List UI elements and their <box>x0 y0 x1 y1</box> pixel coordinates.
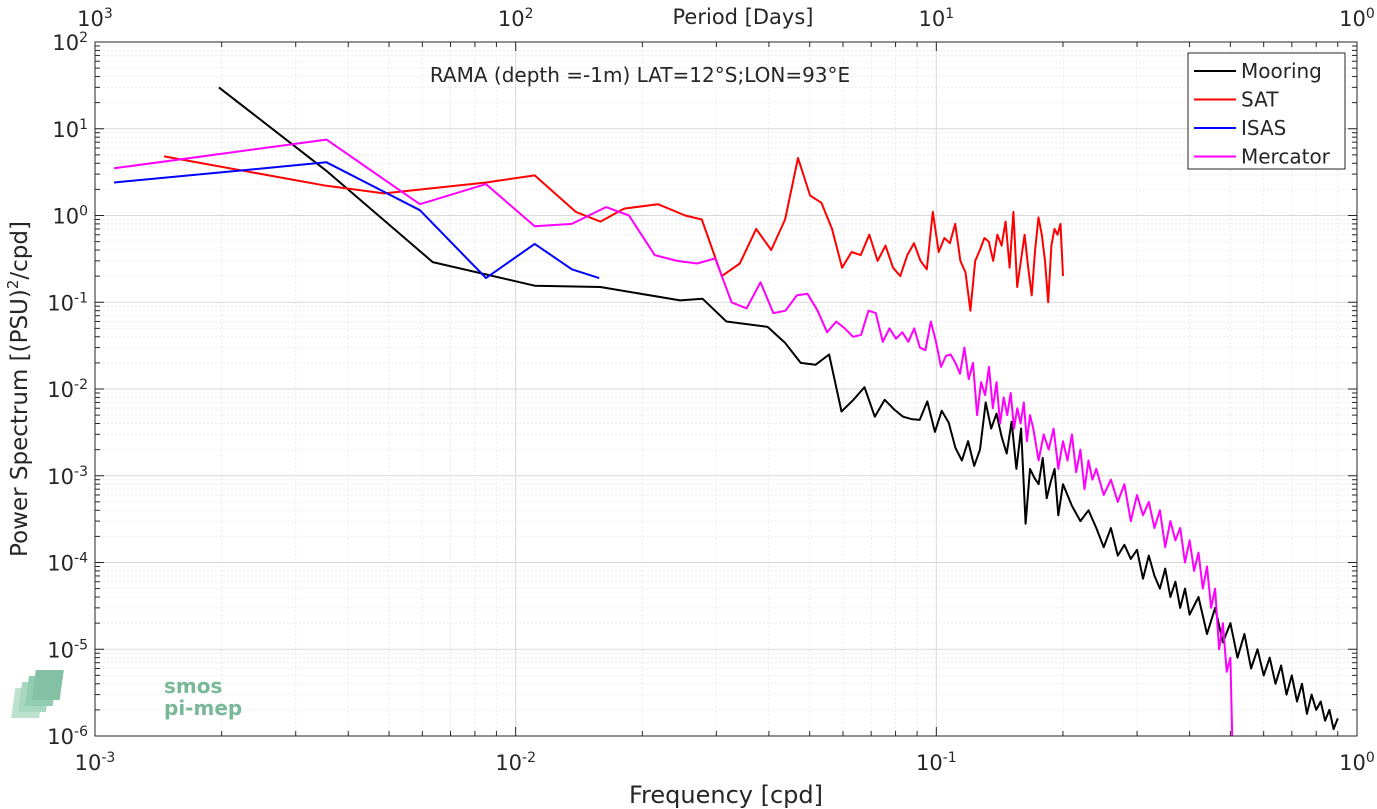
y-tick-label-base: 10 <box>52 118 79 142</box>
x-tick-label-exponent: -3 <box>101 750 115 766</box>
series-line-mercator <box>113 138 1234 737</box>
smos-pi-mep-logo: smos pi-mep <box>11 670 242 720</box>
y-tick-label-base: 10 <box>47 638 74 662</box>
y-axis-label: Power Spectrum [(PSU)2/cpd] <box>4 221 33 557</box>
y-tick-label: 10-6 <box>47 724 88 749</box>
chart-title: RAMA (depth =-1m) LAT=12°S;LON=93°E <box>430 63 850 87</box>
y-tick-label: 101 <box>52 117 88 142</box>
x-tick-label-exponent: -1 <box>943 750 957 766</box>
y-tick-label-exponent: 0 <box>79 204 88 220</box>
x-tick-label-exponent: 0 <box>1366 750 1375 766</box>
logo-stack-icon <box>11 670 64 718</box>
y-tick-label: 10-3 <box>47 464 88 489</box>
y-tick-label-base: 10 <box>52 205 79 229</box>
top-tick-label: 103 <box>77 6 113 31</box>
series-line-isas <box>114 161 600 280</box>
y-axis-label-superscript: 2 <box>4 280 22 290</box>
top-tick-label-exponent: 3 <box>104 6 113 22</box>
logo-text-smos: smos <box>164 674 222 698</box>
y-tick-label: 10-1 <box>47 290 88 315</box>
top-tick-label-base: 10 <box>919 7 946 31</box>
top-tick-label-exponent: 2 <box>525 6 534 22</box>
x-tick-label-base: 10 <box>916 751 943 775</box>
legend: Mooring SAT ISAS Mercator <box>1187 52 1346 170</box>
top-tick-label: 101 <box>919 6 955 31</box>
series-layer <box>113 86 1339 737</box>
y-tick-label-exponent: 1 <box>79 117 88 133</box>
x-tick-label: 100 <box>1339 750 1375 775</box>
axes-box <box>94 41 1358 737</box>
y-tick-label-exponent: -2 <box>74 377 88 393</box>
x-tick-label-base: 10 <box>1339 751 1366 775</box>
x-tick-label: 10-2 <box>495 750 536 775</box>
y-tick-label-base: 10 <box>47 378 74 402</box>
y-axis-label-main: Power Spectrum [(PSU) <box>7 289 33 557</box>
x-tick-label: 10-3 <box>75 750 116 775</box>
x-axis-label: Frequency [cpd] <box>629 781 823 809</box>
series-line-mooring <box>218 86 1339 731</box>
y-axis-label-tail: /cpd] <box>7 221 33 280</box>
top-tick-label-exponent: 1 <box>945 6 954 22</box>
x-tick-label: 10-1 <box>916 750 957 775</box>
y-tick-label: 102 <box>52 30 88 55</box>
y-tick-label-base: 10 <box>47 552 74 576</box>
top-tick-label: 102 <box>498 6 534 31</box>
y-tick-label-exponent: -3 <box>74 464 88 480</box>
legend-label-mercator: Mercator <box>1241 145 1331 169</box>
legend-box <box>1187 52 1346 170</box>
ticks-layer <box>94 41 1358 737</box>
top-tick-labels: 103 102 101 100 <box>77 6 1375 31</box>
top-tick-label-base: 10 <box>77 7 104 31</box>
legend-label-isas: ISAS <box>1241 116 1286 140</box>
top-axis-label: Period [Days] <box>673 5 814 29</box>
y-tick-label: 100 <box>52 204 88 229</box>
y-tick-label-exponent: -1 <box>74 290 88 306</box>
y-tick-label: 10-4 <box>47 551 88 576</box>
y-tick-label-exponent: -5 <box>74 637 88 653</box>
series-line-sat <box>163 155 1064 312</box>
y-tick-label: 10-2 <box>47 377 88 402</box>
legend-label-sat: SAT <box>1241 88 1279 112</box>
y-tick-label: 10-5 <box>47 637 88 662</box>
x-tick-label-exponent: -2 <box>522 750 536 766</box>
x-tick-labels: 10-3 10-2 10-1 100 <box>75 750 1375 775</box>
y-tick-label-base: 10 <box>52 31 79 55</box>
x-tick-label-base: 10 <box>495 751 522 775</box>
y-tick-label-base: 10 <box>47 725 74 749</box>
top-tick-label-base: 10 <box>1339 7 1366 31</box>
top-tick-label-exponent: 0 <box>1366 6 1375 22</box>
top-tick-label-base: 10 <box>498 7 525 31</box>
y-tick-label-exponent: -4 <box>74 551 88 567</box>
x-tick-label-base: 10 <box>75 751 102 775</box>
legend-label-mooring: Mooring <box>1241 59 1322 83</box>
y-tick-label-exponent: 2 <box>79 30 88 46</box>
y-tick-label-base: 10 <box>47 291 74 315</box>
logo-text-pi-mep: pi-mep <box>164 696 242 720</box>
y-tick-label-exponent: -6 <box>74 724 88 740</box>
y-tick-label-base: 10 <box>47 465 74 489</box>
top-tick-label: 100 <box>1339 6 1375 31</box>
